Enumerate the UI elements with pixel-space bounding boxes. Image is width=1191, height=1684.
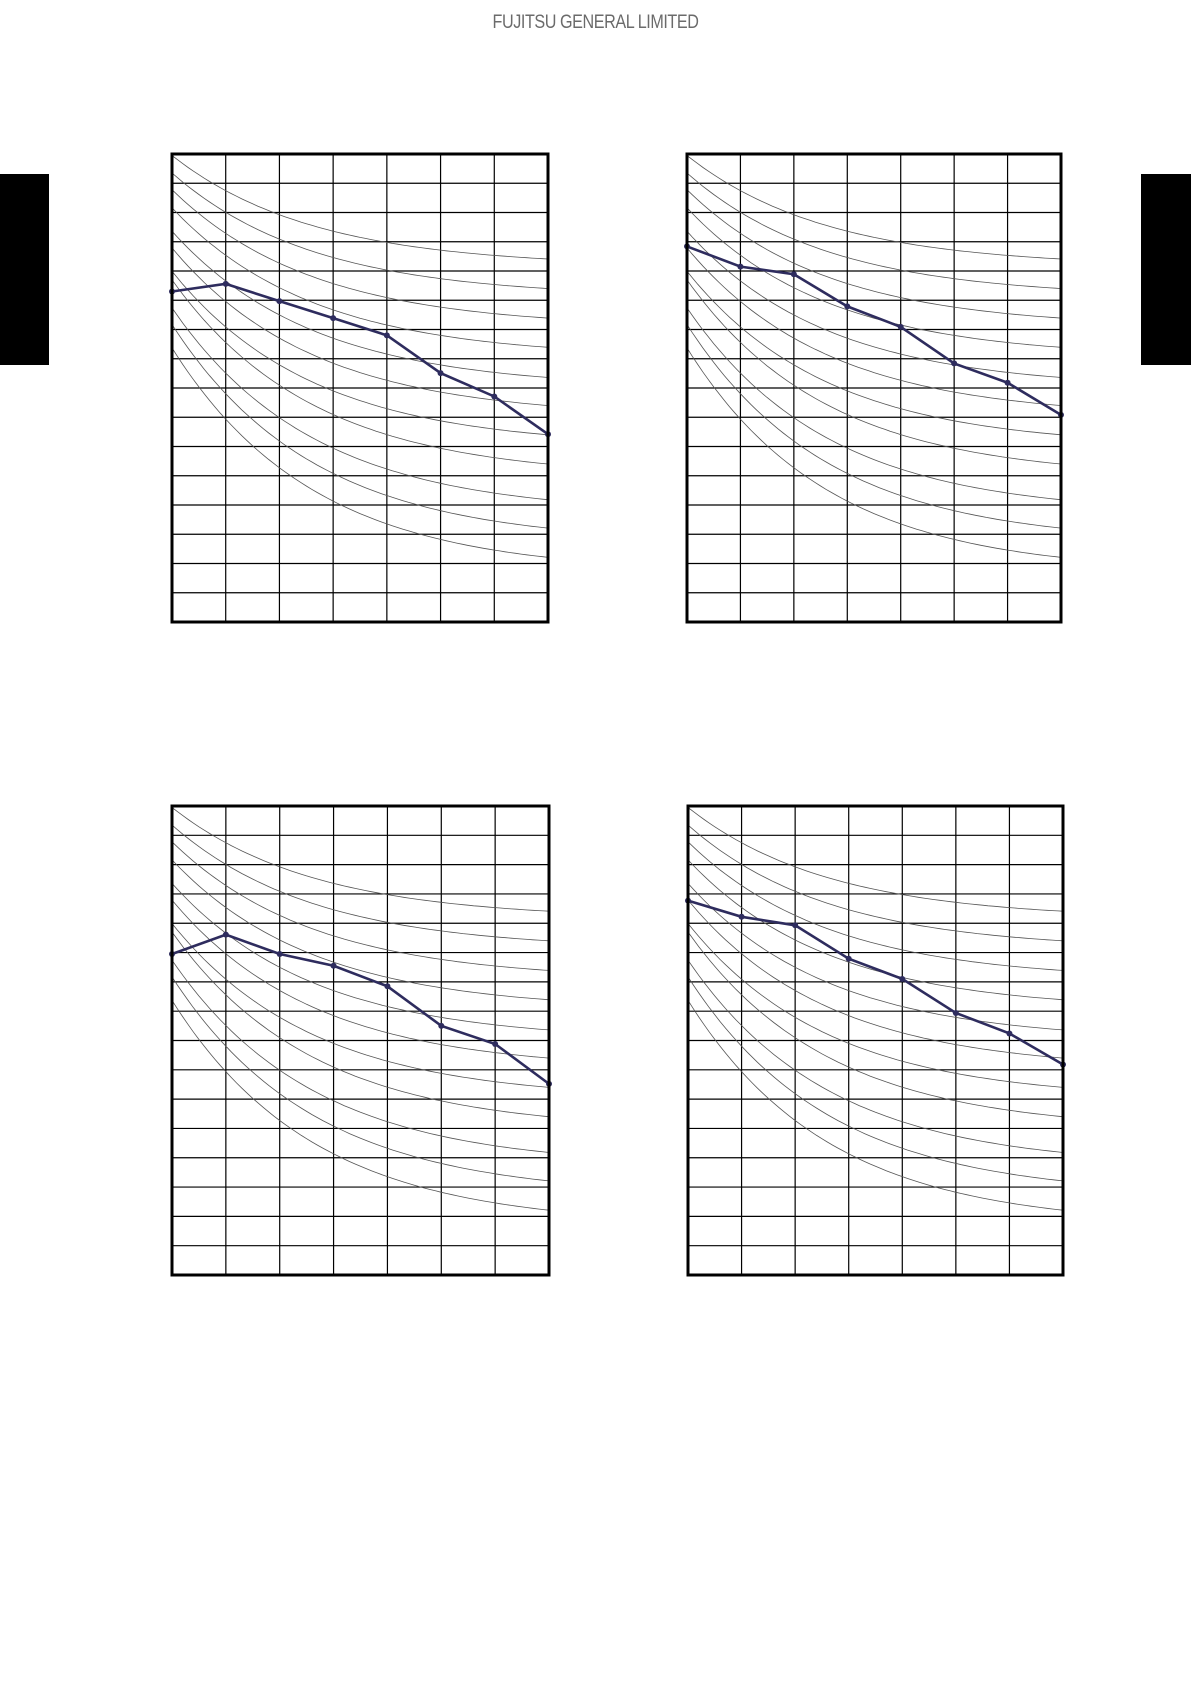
chart-top-left: [169, 152, 551, 624]
brand-header: FUJITSU GENERAL LIMITED: [492, 12, 699, 33]
reference-curve: [171, 923, 550, 1088]
reference-curve: [171, 841, 550, 971]
data-point: [899, 975, 906, 982]
reference-curve: [687, 923, 1064, 1088]
data-point: [491, 393, 498, 400]
reference-curve: [171, 271, 549, 436]
chart-frame: [170, 804, 551, 1277]
data-point: [222, 931, 229, 938]
reference-curve: [171, 959, 550, 1153]
data-point: [790, 271, 797, 278]
reference-curve: [687, 859, 1064, 1001]
reference-curve: [686, 307, 1062, 501]
data-point: [384, 983, 391, 990]
reference-curve: [687, 807, 1064, 912]
reference-curve: [687, 883, 1064, 1031]
reference-curve: [686, 279, 1062, 465]
series-line: [687, 899, 1064, 1066]
section-tab-right: [1141, 174, 1191, 365]
reference-curve: [171, 247, 549, 406]
reference-curve: [687, 899, 1064, 1059]
series-line: [171, 933, 550, 1085]
reference-curve: [686, 271, 1062, 436]
data-point: [844, 303, 851, 310]
reference-curve: [686, 230, 1062, 378]
reference-curve: [686, 247, 1062, 406]
reference-curve: [687, 931, 1064, 1118]
data-point: [383, 332, 390, 339]
data-point: [330, 315, 337, 322]
reference-curve: [171, 324, 549, 529]
reference-curve: [171, 807, 550, 912]
reference-curve: [686, 324, 1062, 529]
reference-curve: [686, 189, 1062, 319]
data-point: [222, 280, 229, 287]
chart-bottom-right: [685, 804, 1066, 1277]
reference-curve: [171, 824, 550, 942]
reference-curve: [171, 189, 549, 319]
data-point: [738, 913, 745, 920]
reference-curve: [687, 1000, 1064, 1211]
reference-curve: [171, 172, 549, 289]
reference-curve: [686, 347, 1062, 558]
data-point: [1006, 1030, 1013, 1037]
chart-frame: [685, 152, 1063, 624]
data-point: [792, 922, 799, 929]
data-point: [276, 298, 283, 305]
series-line: [171, 282, 549, 436]
reference-curve: [171, 230, 549, 378]
reference-curve: [171, 859, 550, 1001]
reference-curve: [171, 931, 550, 1118]
chart-top-right: [684, 152, 1064, 624]
reference-curve: [687, 824, 1064, 942]
data-point: [437, 370, 444, 377]
reference-curve: [171, 279, 549, 465]
chart-frame: [170, 152, 550, 624]
series-line: [686, 245, 1062, 417]
data-point: [951, 360, 958, 367]
data-point: [438, 1022, 445, 1029]
reference-curve: [686, 207, 1062, 348]
data-point: [1004, 379, 1011, 386]
reference-curve: [686, 155, 1062, 260]
section-tab-left: [0, 174, 49, 365]
reference-curve: [687, 976, 1064, 1182]
reference-curve: [171, 307, 549, 501]
reference-curve: [171, 155, 549, 260]
reference-curve: [171, 347, 549, 558]
reference-curve: [171, 883, 550, 1031]
chart-bottom-left: [169, 804, 552, 1277]
data-point: [492, 1041, 499, 1048]
data-point: [737, 263, 744, 270]
data-point: [952, 1009, 959, 1016]
reference-curve: [687, 959, 1064, 1153]
data-point: [330, 962, 337, 969]
data-point: [276, 951, 283, 958]
data-point: [897, 323, 904, 330]
chart-frame: [686, 804, 1065, 1277]
reference-curve: [686, 172, 1062, 289]
reference-curve: [171, 899, 550, 1059]
reference-curve: [171, 1000, 550, 1211]
reference-curve: [171, 976, 550, 1182]
reference-curve: [687, 841, 1064, 971]
data-point: [845, 955, 852, 962]
reference-curve: [171, 207, 549, 348]
